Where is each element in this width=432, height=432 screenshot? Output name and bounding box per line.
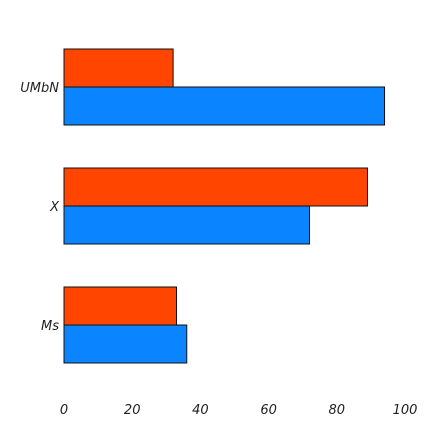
x-tick-label: 100 — [393, 403, 418, 418]
bar-umbn-series-1 — [63, 48, 174, 88]
bar-x-series-1 — [63, 167, 368, 207]
y-tick-label: UMbN — [20, 81, 59, 96]
y-tick-label: X — [49, 200, 60, 215]
y-tick-label: Ms — [41, 319, 59, 334]
bar-ms-series-2 — [63, 324, 188, 364]
bar-umbn-series-2 — [63, 86, 386, 126]
bar-ms-series-1 — [63, 286, 178, 326]
y-tick-labels: UMbN X Ms — [20, 81, 60, 334]
x-tick-label: 20 — [124, 403, 141, 418]
x-tick-label: 0 — [60, 403, 68, 418]
bars-group — [63, 48, 386, 364]
bar-x-series-2 — [63, 205, 311, 245]
x-tick-labels: 0 20 40 60 80 100 — [60, 403, 418, 418]
x-tick-label: 80 — [329, 403, 346, 418]
x-tick-label: 60 — [260, 403, 277, 418]
x-tick-label: 40 — [192, 403, 209, 418]
